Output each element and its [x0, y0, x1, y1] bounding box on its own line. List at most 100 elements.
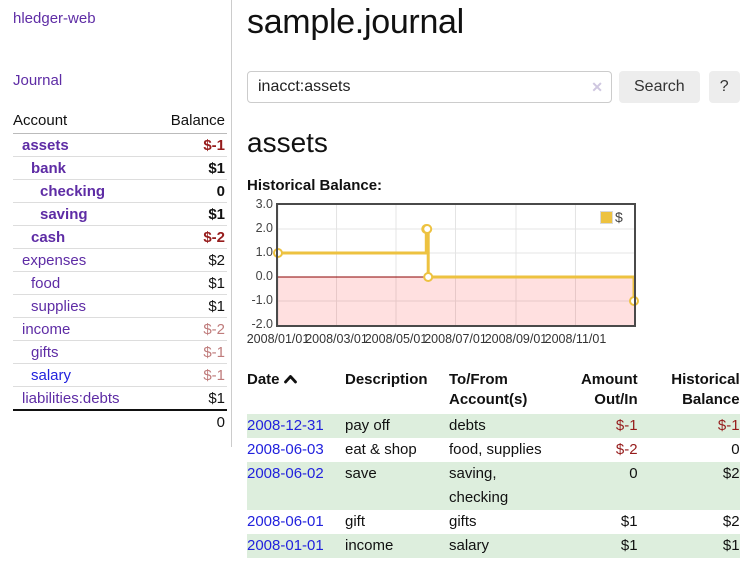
- chart-legend: $: [600, 209, 623, 225]
- account-balance: $-2: [153, 317, 227, 341]
- register-row: 2008-12-31 pay off debts $-1 $-1: [247, 414, 740, 438]
- description-cell: gift: [345, 513, 366, 530]
- account-balance: $-1: [153, 363, 227, 387]
- accounts-total-value: 0: [153, 409, 227, 433]
- sort-ascending-icon: [283, 375, 297, 384]
- column-header-description: Description: [345, 371, 428, 388]
- search-input[interactable]: [247, 71, 612, 103]
- amount-cell: $1: [547, 534, 638, 558]
- y-axis-tick-label: 1.0: [255, 245, 273, 259]
- account-page-title: assets: [247, 127, 328, 158]
- sidebar-account-link[interactable]: bank: [31, 160, 67, 177]
- accounts-cell: salary: [449, 534, 548, 558]
- account-balance: $1: [153, 202, 227, 226]
- description-cell: save: [345, 462, 449, 510]
- account-row: food $1: [13, 271, 227, 295]
- transaction-date-link[interactable]: 2008-06-01: [247, 513, 324, 530]
- account-balance: $-2: [153, 225, 227, 249]
- column-header-balance: Historical Balance: [671, 371, 740, 408]
- balance-cell: $2: [637, 462, 740, 510]
- account-balance: $2: [153, 248, 227, 272]
- accounts-cell: food, supplies: [449, 441, 542, 458]
- search-form: ✕ Search ?: [247, 71, 740, 103]
- search-input-wrapper: ✕: [247, 71, 612, 103]
- description-cell: eat & shop: [345, 441, 417, 458]
- sidebar-item-journal[interactable]: Journal: [13, 72, 63, 89]
- account-balance: $1: [153, 294, 227, 318]
- account-row: gifts $-1: [13, 340, 227, 364]
- column-header-accounts: To/From Account(s): [449, 371, 528, 408]
- register-row: 2008-06-03 eat & shop food, supplies $-2 0: [247, 438, 740, 462]
- balance-cell: 0: [731, 441, 740, 458]
- y-axis-tick-label: 3.0: [255, 197, 273, 211]
- sidebar-account-link[interactable]: assets: [22, 137, 69, 154]
- x-axis-tick-label: 2008/01/01: [246, 332, 310, 346]
- sidebar-account-link[interactable]: saving: [40, 206, 88, 223]
- x-axis-tick-label: 2008/09/01: [484, 332, 548, 346]
- sidebar-account-link[interactable]: gifts: [31, 344, 59, 361]
- register-row: 2008-01-01 income salary $1 $1: [247, 534, 740, 558]
- x-axis-tick-label: 2008/03/01: [305, 332, 368, 346]
- y-axis-tick-label: -1.0: [251, 293, 273, 307]
- account-row: cash $-2: [13, 225, 227, 249]
- description-cell: pay off: [345, 414, 449, 438]
- description-cell: income: [345, 534, 449, 558]
- sidebar-account-link[interactable]: expenses: [22, 252, 87, 269]
- y-axis-tick-label: 0.0: [255, 269, 273, 283]
- account-balance: $1: [153, 156, 227, 180]
- transaction-date-link[interactable]: 2008-06-02: [247, 465, 324, 482]
- sidebar-account-link[interactable]: liabilities:debts: [22, 390, 120, 407]
- sidebar-account-link[interactable]: cash: [31, 229, 66, 246]
- account-row: income $-2: [13, 317, 227, 341]
- account-row: assets $-1: [13, 133, 227, 157]
- transaction-date-link[interactable]: 2008-01-01: [247, 537, 324, 554]
- balance-column-header: Balance: [153, 110, 227, 134]
- transaction-date-link[interactable]: 2008-06-03: [247, 441, 324, 458]
- account-balance: $1: [153, 386, 227, 411]
- accounts-total-row: 0: [13, 409, 227, 433]
- sidebar-account-link[interactable]: income: [22, 321, 71, 338]
- sidebar-account-link[interactable]: salary: [31, 367, 72, 384]
- search-button[interactable]: Search: [619, 71, 700, 103]
- legend-color-swatch: [600, 211, 613, 224]
- x-axis-tick-label: 2008/05/01: [364, 332, 428, 346]
- register-row: 2008-06-01 gift gifts $1 $2: [247, 510, 740, 534]
- amount-cell: $1: [620, 513, 638, 530]
- account-row: bank $1: [13, 156, 227, 180]
- main-content: sample.journal ✕ Search ? assets Histori…: [232, 0, 742, 582]
- column-header-amount: Amount Out/In: [580, 371, 638, 408]
- sidebar: hledger-web Journal Account Balance asse…: [0, 0, 232, 447]
- amount-cell: 0: [547, 462, 638, 510]
- accounts-cell: debts: [449, 414, 548, 438]
- sidebar-account-link[interactable]: supplies: [31, 298, 87, 315]
- y-axis-tick-label: -2.0: [251, 317, 273, 331]
- account-row: salary $-1: [13, 363, 227, 387]
- page-title: sample.journal: [247, 3, 464, 41]
- balance-cell: $1: [637, 534, 740, 558]
- accounts-cell: saving, checking: [449, 462, 548, 510]
- amount-cell: $-2: [615, 441, 638, 458]
- accounts-total-spacer: [13, 409, 154, 433]
- chart-plot: [273, 203, 639, 327]
- app-brand-link[interactable]: hledger-web: [13, 10, 96, 27]
- historical-balance-chart: $ 3.0 2.0 1.0 0.0 -1.0 -2.0 2008/01/01 2008/03/…: [246, 197, 740, 348]
- account-row: supplies $1: [13, 294, 227, 318]
- x-axis-tick-label: 2008/11/01: [544, 332, 607, 346]
- chart-section-label: Historical Balance:: [247, 177, 383, 194]
- sidebar-account-link[interactable]: food: [31, 275, 61, 292]
- sidebar-account-link[interactable]: checking: [40, 183, 106, 200]
- transaction-date-link[interactable]: 2008-12-31: [247, 417, 324, 434]
- accounts-column-header: Account: [13, 110, 154, 134]
- balance-cell: $-1: [637, 414, 740, 438]
- legend-label: $: [615, 209, 623, 225]
- register-table: Date Description To/From Account(s) Amoun…: [247, 370, 740, 558]
- accounts-table: Account Balance assets $-1 bank $1 checking 0…: [13, 110, 227, 433]
- column-header-date[interactable]: Date: [247, 370, 345, 414]
- help-button[interactable]: ?: [708, 71, 740, 103]
- x-axis-tick-label: 2008/07/01: [424, 332, 487, 346]
- clear-search-icon[interactable]: ✕: [591, 79, 603, 95]
- account-balance: $1: [153, 271, 227, 295]
- account-balance: $-1: [153, 133, 227, 157]
- y-axis-tick-label: 2.0: [255, 221, 273, 235]
- balance-cell: $2: [722, 513, 740, 530]
